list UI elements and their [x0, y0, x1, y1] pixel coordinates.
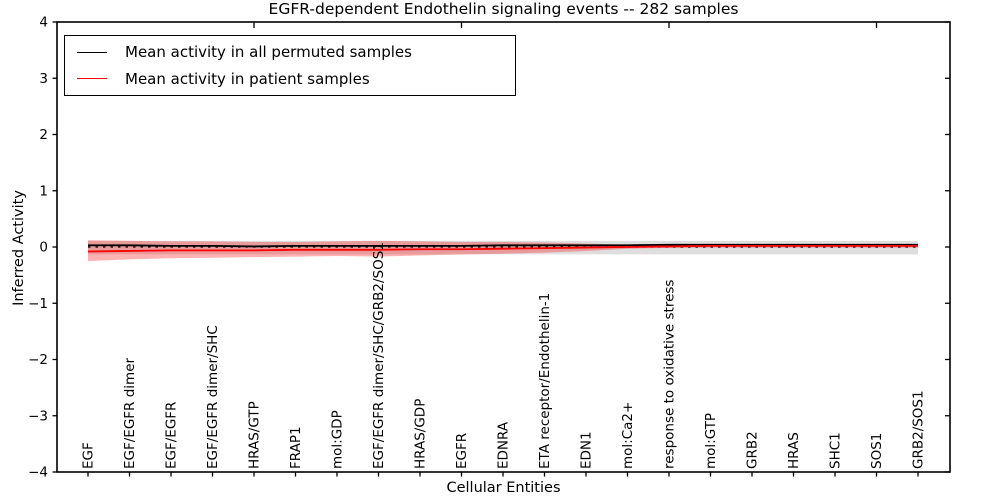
x-tick-label: mol:GDP — [330, 410, 346, 469]
y-tick-label: 3 — [39, 71, 48, 87]
x-tick-label: EGF/EGFR — [164, 402, 180, 469]
chart-title: EGFR-dependent Endothelin signaling even… — [268, 0, 739, 18]
x-tick-label: HRAS/GTP — [247, 401, 263, 469]
x-tick-label: EDNRA — [496, 421, 512, 469]
legend-item-permuted: Mean activity in all permuted samples — [65, 39, 515, 65]
patient-mean-line — [87, 244, 918, 253]
x-tick-label: HRAS — [786, 432, 802, 469]
y-axis-title: Inferred Activity — [11, 190, 27, 306]
x-tick-label: EGF — [81, 442, 97, 469]
x-tick-label: HRAS/GDP — [413, 399, 429, 469]
y-tick-label: −4 — [28, 465, 48, 481]
y-tick-label: 4 — [39, 15, 48, 31]
legend-item-patient: Mean activity in patient samples — [65, 66, 515, 92]
x-tick-label: EDN1 — [579, 431, 595, 469]
x-axis-title: Cellular Entities — [446, 480, 561, 496]
legend-label: Mean activity in patient samples — [125, 69, 370, 88]
y-tick-label: −3 — [28, 408, 48, 424]
x-tick-label: ETA receptor/Endothelin-1 — [537, 293, 553, 469]
x-tick-label: GRB2 — [745, 431, 761, 469]
x-tick-label: EGF/EGFR dimer — [122, 357, 138, 469]
x-tick-label: mol:Ca2+ — [620, 402, 636, 469]
legend-label: Mean activity in all permuted samples — [125, 43, 412, 62]
permuted-line-swatch — [77, 51, 107, 53]
patient-line-swatch — [77, 78, 107, 80]
x-tick-label: EGF/EGFR dimer/SHC/GRB2/SOS1 — [371, 242, 387, 469]
x-tick-label: mol:GTP — [703, 413, 719, 469]
x-tick-label: SOS1 — [869, 433, 885, 469]
y-tick-label: 0 — [39, 240, 48, 256]
y-tick-label: 2 — [39, 127, 48, 143]
x-tick-label: FRAP1 — [288, 426, 304, 469]
x-tick-label: EGFR — [454, 433, 470, 469]
y-tick-label: −1 — [28, 296, 48, 312]
permuted-mean-line — [88, 243, 918, 248]
y-tick-label: 1 — [39, 183, 48, 199]
y-tick-label: −2 — [28, 352, 48, 368]
x-tick-label: EGF/EGFR dimer/SHC — [205, 325, 221, 469]
legend: Mean activity in all permuted samples Me… — [64, 35, 516, 96]
x-tick-label: SHC1 — [828, 432, 844, 469]
x-tick-label: GRB2/SOS1 — [911, 390, 927, 469]
x-tick-label: response to oxidative stress — [662, 280, 678, 469]
